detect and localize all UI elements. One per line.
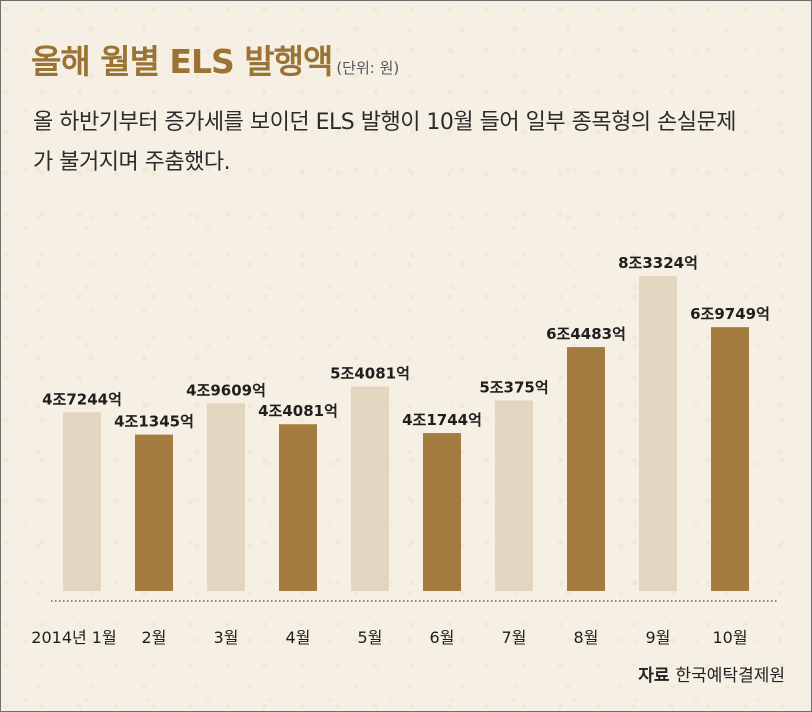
x-tick-label: 4월 [286, 628, 311, 647]
data-label: 4조1744억 [402, 411, 482, 429]
bar [279, 424, 317, 591]
x-tick-label: 8월 [574, 628, 599, 647]
data-label: 5조375억 [479, 378, 548, 396]
data-label: 8조3324억 [618, 254, 698, 272]
bar [567, 347, 605, 591]
data-label: 4조4081억 [258, 402, 338, 420]
chart-subtitle: 올 하반기부터 증가세를 보이던 ELS 발행이 10월 들어 일부 종목형의 … [33, 110, 737, 175]
source-name: 한국예탁결제원 [675, 666, 785, 686]
bar [423, 433, 461, 591]
bar [351, 386, 389, 591]
x-tick-label: 6월 [430, 628, 455, 647]
bar [639, 275, 677, 591]
data-label: 4조7244억 [42, 390, 122, 408]
x-tick-label: 5월 [358, 628, 383, 647]
x-tick-label: 2014년 1월 [31, 628, 116, 647]
source-label: 자료 [638, 666, 670, 686]
source-note: 자료 한국예탁결제원 [638, 661, 785, 686]
data-label: 6조9749억 [690, 305, 770, 323]
bar [495, 400, 533, 591]
bar [135, 434, 173, 591]
bar [711, 327, 749, 591]
x-tick-label: 7월 [502, 628, 527, 647]
x-tick-label: 9월 [646, 628, 671, 647]
bar [63, 412, 101, 591]
data-label: 5조4081억 [330, 364, 410, 382]
bar [207, 403, 245, 591]
x-tick-label: 2월 [142, 628, 167, 647]
title-row: 올해 월별 ELS 발행액 (단위: 원) [31, 35, 399, 83]
x-tick-label: 3월 [214, 628, 239, 647]
x-tick-label: 10월 [712, 628, 747, 647]
data-label: 6조4483억 [546, 325, 626, 343]
chart-title: 올해 월별 ELS 발행액 [31, 42, 333, 81]
data-label: 4조9609억 [186, 381, 266, 399]
unit-label: (단위: 원) [336, 59, 400, 77]
data-label: 4조1345억 [114, 413, 194, 431]
